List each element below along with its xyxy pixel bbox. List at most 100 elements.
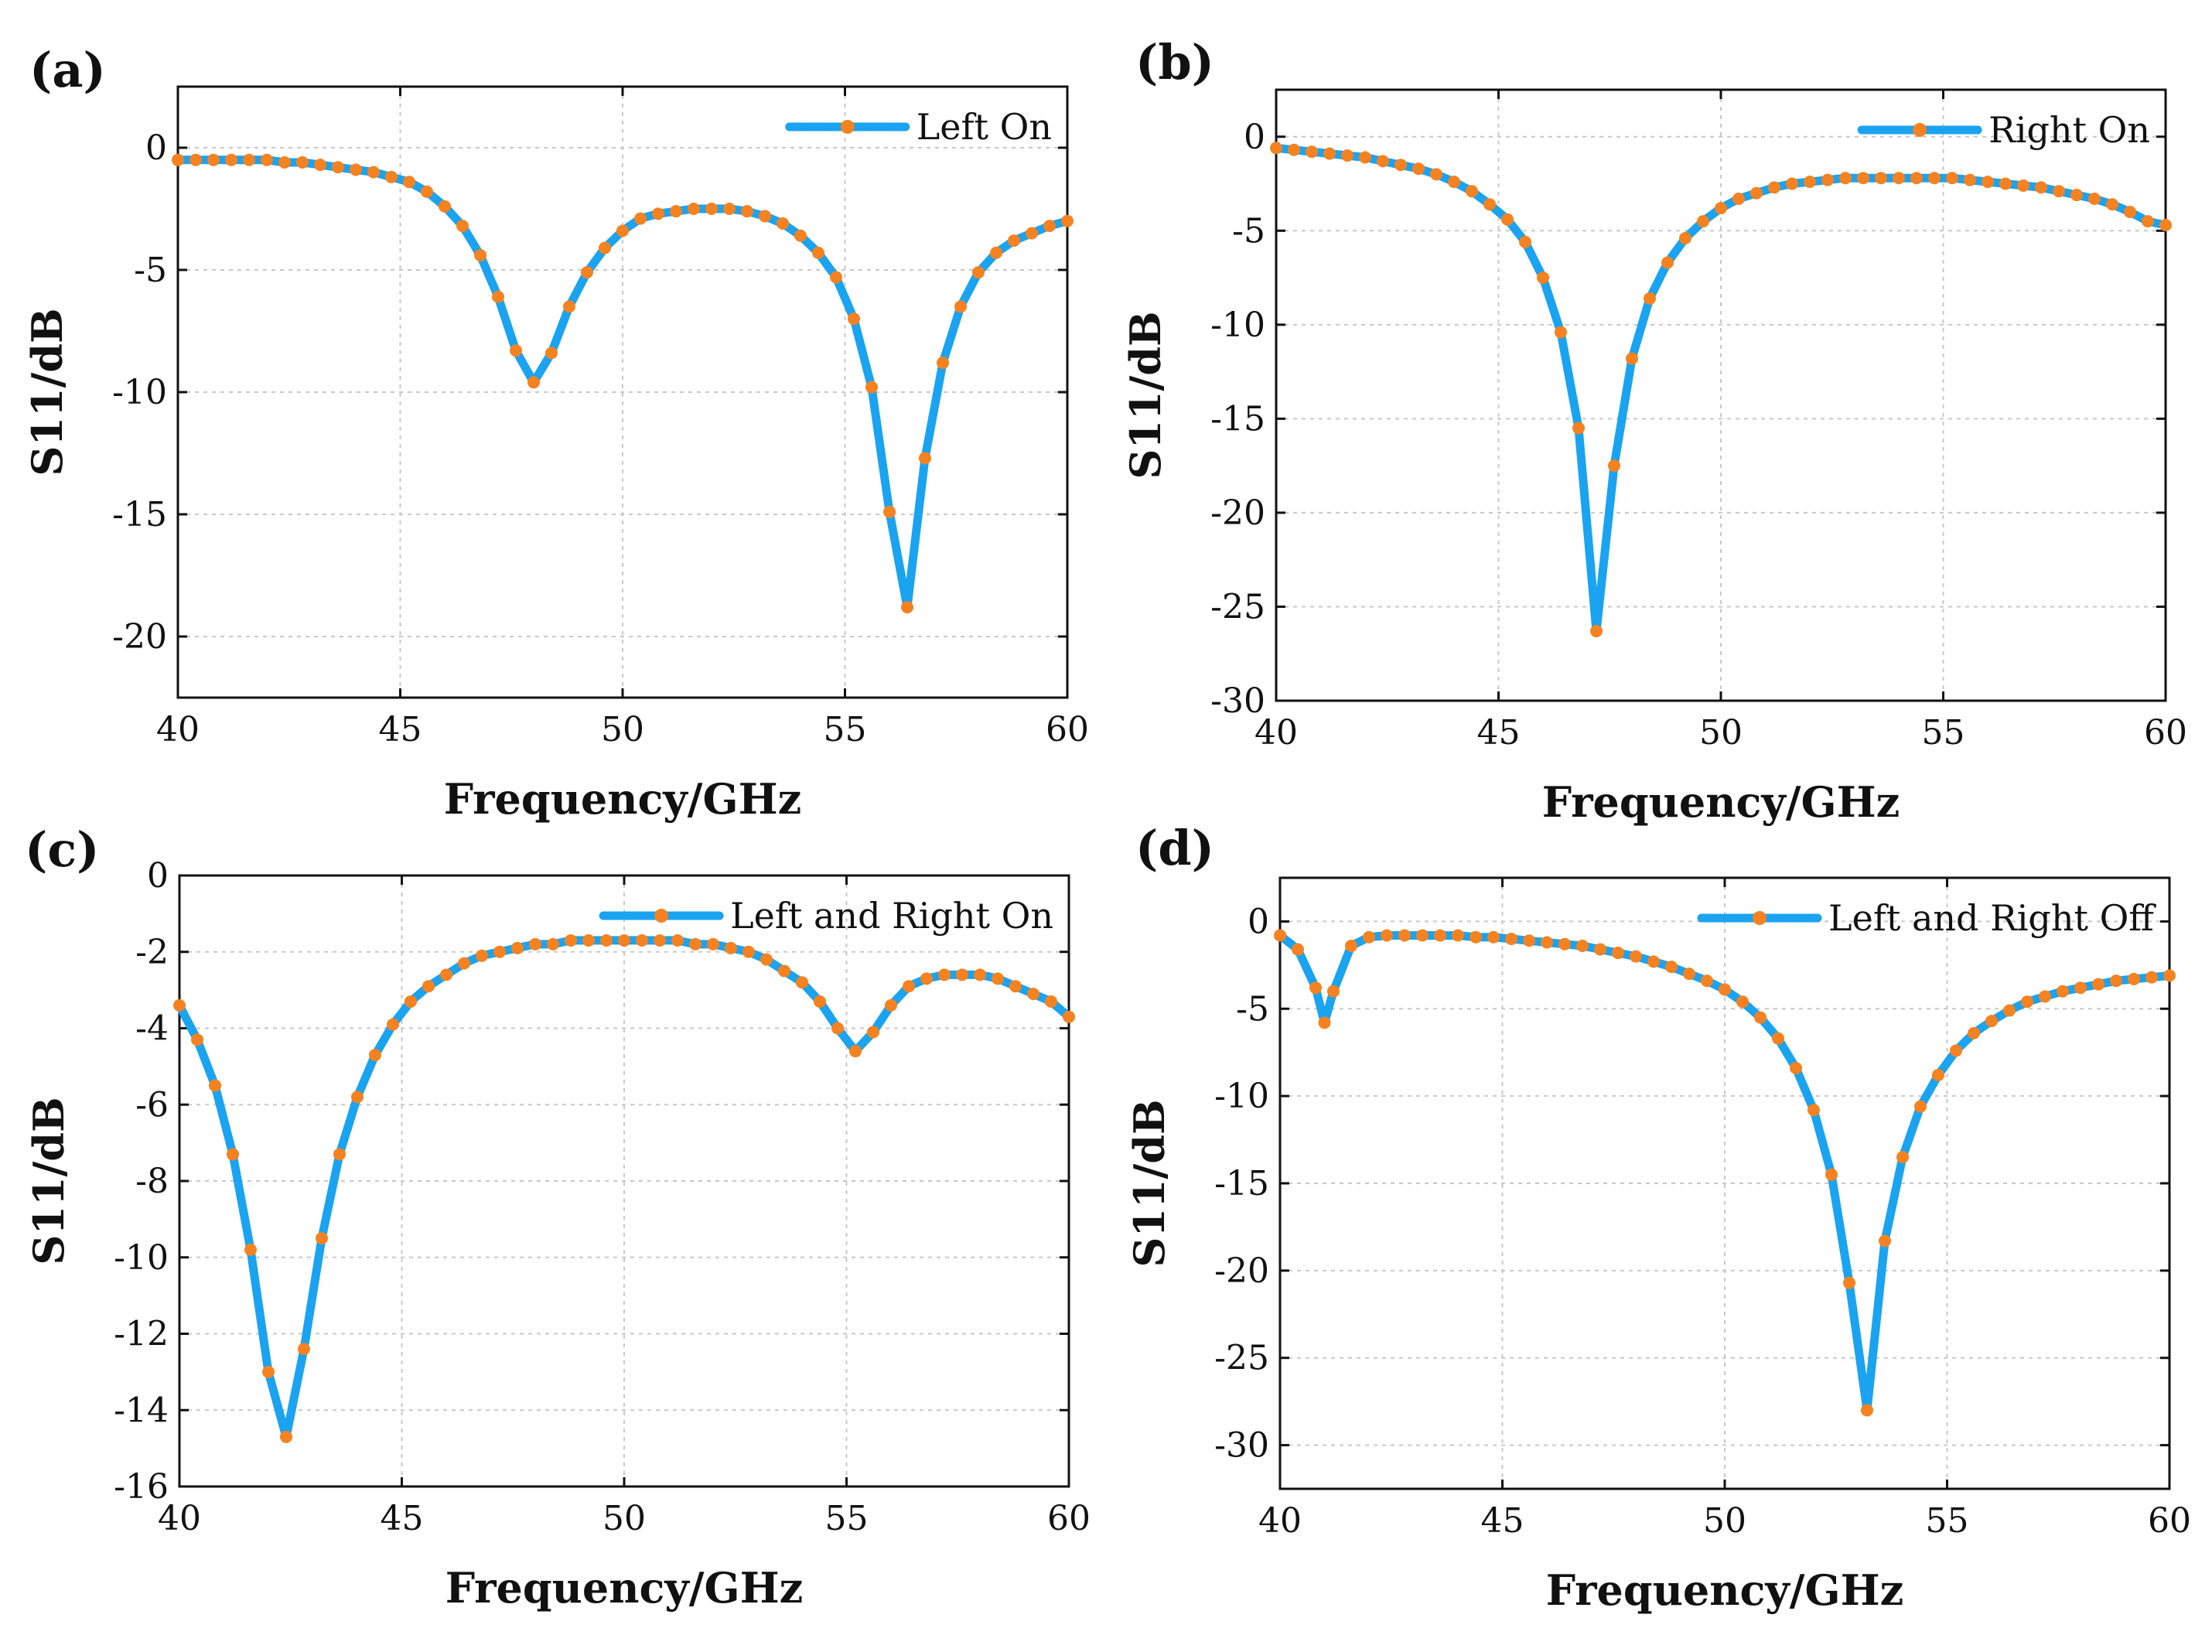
data-point bbox=[1701, 974, 1713, 988]
data-point bbox=[2088, 192, 2101, 205]
data-point bbox=[2039, 990, 2051, 1003]
data-point bbox=[1697, 215, 1709, 228]
data-point bbox=[405, 995, 417, 1008]
y-axis-title: S11/dB bbox=[1125, 1099, 1174, 1267]
data-point bbox=[1928, 172, 1941, 185]
data-point bbox=[280, 1430, 292, 1443]
data-point bbox=[2035, 181, 2047, 194]
data-point bbox=[1306, 145, 1318, 159]
data-point bbox=[974, 968, 986, 981]
data-point bbox=[1505, 933, 1517, 945]
x-tick-label: 55 bbox=[1926, 1501, 1969, 1541]
y-tick-label: 0 bbox=[147, 856, 169, 896]
series-line bbox=[1275, 931, 2174, 1415]
data-point bbox=[723, 203, 736, 215]
data-point bbox=[1061, 214, 1074, 227]
data-point bbox=[636, 934, 648, 947]
x-tick-label: 45 bbox=[1477, 713, 1521, 753]
y-tick-label: -10 bbox=[1210, 305, 1265, 345]
y-tick-label: -5 bbox=[1232, 211, 1265, 251]
data-point bbox=[1416, 929, 1429, 942]
data-point bbox=[1359, 151, 1371, 164]
panel-label: (b) bbox=[1135, 34, 1214, 90]
data-point bbox=[1839, 172, 1852, 185]
data-point bbox=[2110, 974, 2122, 988]
data-point bbox=[1448, 176, 1460, 189]
data-point bbox=[956, 968, 968, 981]
y-tick-label: -20 bbox=[1214, 1251, 1269, 1291]
data-point bbox=[849, 1045, 862, 1058]
data-point bbox=[1608, 459, 1620, 473]
y-tick-label: -15 bbox=[1210, 399, 1265, 439]
data-point bbox=[298, 1343, 310, 1356]
data-point bbox=[2070, 189, 2083, 202]
data-point bbox=[1932, 1069, 1944, 1082]
data-point bbox=[1412, 162, 1425, 176]
data-point bbox=[796, 976, 808, 989]
data-point bbox=[1519, 235, 1531, 248]
data-point bbox=[2163, 969, 2176, 982]
data-point bbox=[1501, 213, 1514, 226]
y-axis-title: S11/dB bbox=[24, 1097, 73, 1265]
x-tick-label: 45 bbox=[1481, 1501, 1524, 1541]
data-point bbox=[244, 1243, 257, 1256]
data-point bbox=[1661, 256, 1674, 269]
data-point bbox=[1665, 961, 1678, 974]
data-point bbox=[1630, 950, 1642, 963]
x-tick-label: 60 bbox=[1046, 710, 1089, 749]
y-tick-label: -10 bbox=[112, 373, 167, 412]
data-point bbox=[1309, 981, 1322, 995]
data-point bbox=[474, 249, 486, 262]
data-point bbox=[547, 937, 559, 951]
data-point bbox=[1470, 930, 1482, 944]
x-tick-label: 40 bbox=[1254, 713, 1298, 753]
data-point bbox=[1772, 1032, 1784, 1045]
data-point bbox=[1009, 980, 1022, 993]
data-point bbox=[1434, 929, 1446, 942]
data-point bbox=[1914, 1100, 1927, 1113]
x-tick-label: 60 bbox=[2144, 713, 2187, 753]
panel-label: (c) bbox=[25, 821, 99, 878]
data-point bbox=[1363, 930, 1375, 944]
data-point bbox=[1555, 326, 1567, 339]
data-point bbox=[207, 153, 220, 166]
y-tick-label: -12 bbox=[114, 1315, 169, 1354]
data-point bbox=[1879, 1234, 1891, 1248]
data-point bbox=[2021, 995, 2033, 1009]
data-point bbox=[350, 163, 362, 176]
data-point bbox=[296, 155, 309, 169]
data-point bbox=[243, 153, 255, 166]
data-point bbox=[209, 1079, 221, 1092]
data-point bbox=[1861, 1404, 1873, 1417]
data-point bbox=[1968, 1026, 1980, 1039]
data-point bbox=[1274, 929, 1286, 942]
data-point bbox=[867, 1026, 879, 1039]
data-point bbox=[1875, 172, 1887, 185]
data-point bbox=[1523, 934, 1535, 947]
data-point bbox=[1026, 227, 1038, 240]
x-axis-title: Frequency/GHz bbox=[444, 774, 802, 824]
data-point bbox=[1594, 943, 1606, 956]
data-point bbox=[1857, 172, 1869, 185]
data-point bbox=[332, 161, 344, 174]
x-tick-label: 40 bbox=[1258, 1501, 1302, 1541]
data-point bbox=[937, 357, 949, 370]
data-point bbox=[1719, 983, 1731, 996]
data-point bbox=[191, 1033, 203, 1046]
data-point bbox=[1946, 172, 1958, 185]
legend-label: Left and Right On bbox=[730, 895, 1053, 937]
data-point bbox=[1612, 947, 1624, 960]
data-point bbox=[1558, 937, 1571, 951]
data-point bbox=[689, 937, 701, 951]
data-point bbox=[671, 934, 684, 947]
legend-label: Left On bbox=[917, 106, 1052, 148]
data-point bbox=[1572, 422, 1585, 435]
y-tick-label: -4 bbox=[135, 1009, 169, 1049]
data-point bbox=[938, 968, 951, 981]
data-point bbox=[2057, 985, 2069, 998]
data-point bbox=[1807, 1104, 1820, 1117]
data-point bbox=[189, 153, 202, 166]
data-point bbox=[1893, 172, 1905, 185]
y-tick-label: 0 bbox=[145, 128, 167, 168]
